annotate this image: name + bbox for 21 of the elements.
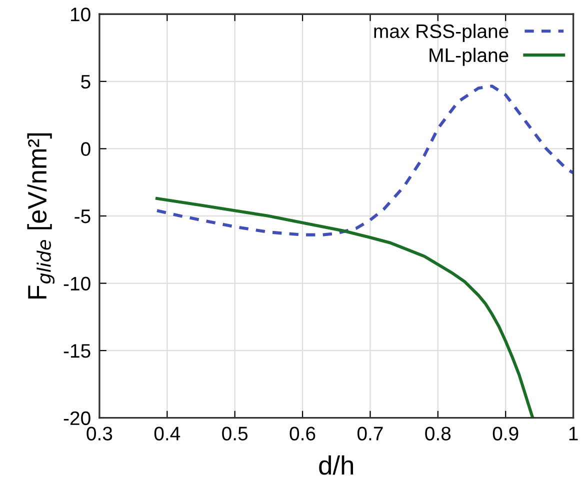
x-tick-label: 0.4 [154, 426, 180, 440]
y-tick-label: -20 [64, 411, 90, 426]
x-tick-label: 0.3 [86, 426, 112, 440]
x-tick-label: 0.6 [290, 426, 316, 440]
y-tick-label: 10 [70, 8, 90, 22]
line-series [155, 196, 534, 418]
y-tick-label: 0 [81, 142, 90, 156]
legend-label: max RSS-plane [374, 24, 508, 42]
y-axis-title: F$_{glide}$ [eV/nm²] [27, 133, 55, 299]
y-tick-label: -5 [74, 210, 90, 224]
line-series [155, 84, 574, 236]
x-tick-label: 0.7 [357, 426, 383, 440]
x-tick-label: 0.8 [425, 426, 451, 440]
legend-label: ML-plane [430, 48, 508, 66]
x-tick-label: 0.5 [222, 426, 248, 440]
x-tick-label: 0.9 [492, 426, 518, 440]
x-tick-label: 1 [569, 426, 578, 440]
y-tick-label: -10 [64, 276, 90, 291]
y-tick-label: 5 [81, 75, 90, 89]
y-tick-label: -15 [64, 344, 90, 358]
x-axis-title: d/h [319, 455, 354, 475]
